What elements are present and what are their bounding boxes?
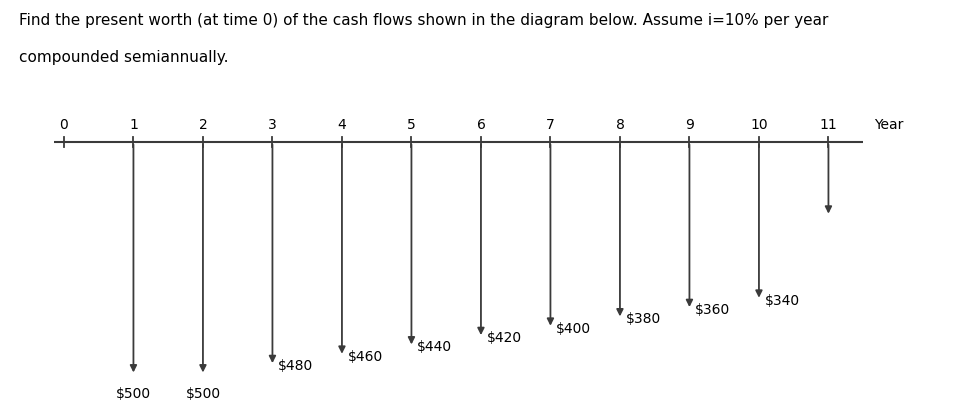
Text: 11: 11 [819, 118, 838, 133]
Text: 5: 5 [407, 118, 415, 133]
Text: Year: Year [874, 118, 903, 133]
Text: 9: 9 [685, 118, 694, 133]
Text: 6: 6 [477, 118, 486, 133]
Text: $500: $500 [186, 387, 221, 401]
Text: 3: 3 [269, 118, 276, 133]
Text: $360: $360 [695, 303, 731, 317]
Text: 7: 7 [546, 118, 555, 133]
Text: $440: $440 [417, 340, 452, 354]
Text: 4: 4 [338, 118, 346, 133]
Text: 10: 10 [750, 118, 768, 133]
Text: $500: $500 [116, 387, 151, 401]
Text: 0: 0 [59, 118, 68, 133]
Text: 2: 2 [198, 118, 207, 133]
Text: 8: 8 [616, 118, 625, 133]
Text: $380: $380 [626, 312, 661, 326]
Text: $340: $340 [765, 294, 800, 308]
Text: $480: $480 [278, 359, 313, 373]
Text: $460: $460 [347, 349, 382, 364]
Text: $420: $420 [486, 331, 522, 345]
Text: compounded semiannually.: compounded semiannually. [19, 50, 229, 65]
Text: Find the present worth (at time 0) of the cash flows shown in the diagram below.: Find the present worth (at time 0) of th… [19, 13, 829, 28]
Text: 1: 1 [129, 118, 138, 133]
Text: $400: $400 [556, 322, 592, 336]
